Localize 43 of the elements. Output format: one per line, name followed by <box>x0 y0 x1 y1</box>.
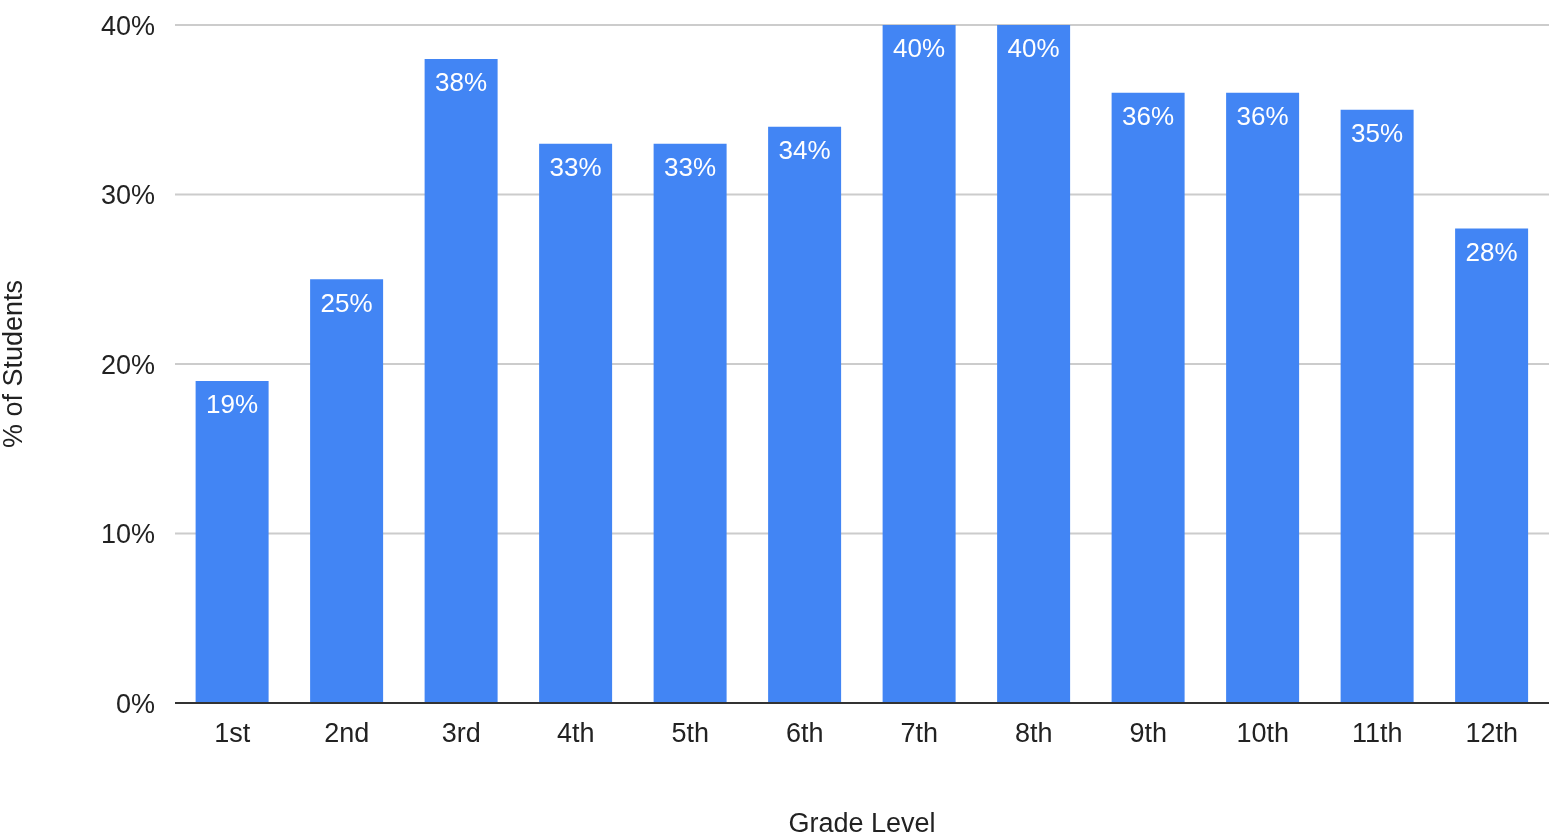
data-label: 40% <box>1007 33 1060 64</box>
bar <box>768 126 842 703</box>
bar <box>997 25 1071 703</box>
bar <box>1111 92 1185 703</box>
x-tick-label: 9th <box>1129 718 1168 749</box>
bar <box>1455 228 1529 703</box>
y-tick-label: 0% <box>115 688 155 719</box>
bar <box>1340 109 1414 703</box>
x-tick-label: 11th <box>1351 718 1403 749</box>
data-label: 28% <box>1465 236 1518 267</box>
data-label: 33% <box>549 152 602 183</box>
y-tick-label: 10% <box>100 519 155 550</box>
x-axis-title: Grade Level <box>788 808 936 832</box>
x-tick-label: 6th <box>785 718 824 749</box>
y-tick-label: 40% <box>100 10 155 41</box>
x-tick-label: 7th <box>900 718 939 749</box>
data-label: 36% <box>1236 101 1289 132</box>
y-tick-label: 20% <box>100 349 155 380</box>
x-tick-label: 8th <box>1014 718 1053 749</box>
bar <box>195 380 269 703</box>
bar <box>539 143 613 703</box>
bar <box>882 25 956 703</box>
bar <box>310 279 384 703</box>
data-label: 25% <box>320 287 373 318</box>
y-tick-label: 30% <box>100 180 155 211</box>
data-label: 38% <box>435 67 488 98</box>
bar <box>424 58 498 703</box>
x-tick-label: 3rd <box>441 718 481 749</box>
data-label: 19% <box>206 389 259 420</box>
data-label: 40% <box>893 33 946 64</box>
x-tick-label: 2nd <box>324 718 370 749</box>
x-tick-label: 12th <box>1465 718 1519 749</box>
y-axis-title: % of Students <box>0 279 28 449</box>
data-label: 35% <box>1351 118 1404 149</box>
x-tick-label: 4th <box>556 718 595 749</box>
data-label: 36% <box>1122 101 1175 132</box>
data-label: 34% <box>778 135 831 166</box>
x-tick-label: 1st <box>214 718 251 749</box>
x-tick-label: 5th <box>671 718 710 749</box>
x-tick-label: 10th <box>1236 718 1290 749</box>
data-label: 33% <box>664 152 717 183</box>
bar <box>653 143 727 703</box>
bar <box>1226 92 1300 703</box>
